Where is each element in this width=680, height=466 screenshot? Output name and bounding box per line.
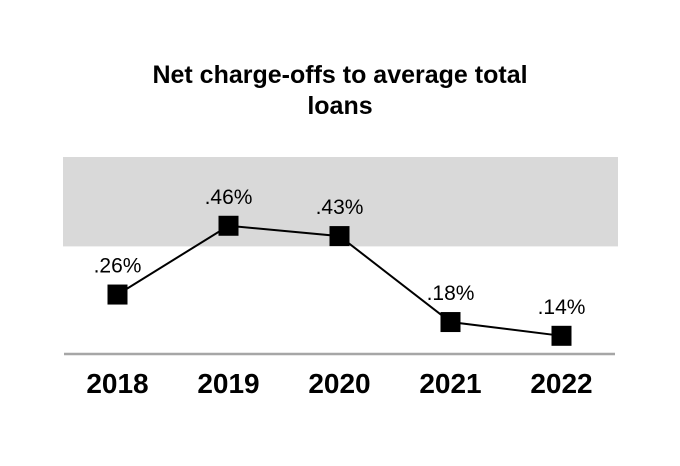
data-point-label: .43% — [316, 196, 364, 219]
x-axis-tick-label: 2022 — [530, 368, 592, 399]
data-point-marker — [107, 284, 128, 305]
data-point-marker — [218, 215, 239, 236]
chart-title-line-2: loans — [307, 92, 373, 120]
data-point-marker — [440, 312, 461, 333]
data-point-label: .18% — [427, 282, 475, 305]
data-point-label: .14% — [538, 296, 586, 319]
data-point-marker — [551, 325, 572, 346]
x-axis-tick-label: 2018 — [86, 368, 148, 399]
x-axis-tick-label: 2019 — [197, 368, 259, 399]
x-axis-tick-label: 2020 — [308, 368, 370, 399]
data-point-label: .46% — [205, 186, 253, 209]
data-point-marker — [329, 226, 350, 247]
chart-title: Net charge-offs to average total loans — [0, 60, 680, 122]
x-axis-tick-label: 2021 — [419, 368, 481, 399]
chart-title-line-1: Net charge-offs to average total — [152, 61, 528, 89]
data-point-label: .26% — [94, 255, 142, 278]
chart-title-text: Net charge-offs to average total loans — [152, 60, 527, 122]
